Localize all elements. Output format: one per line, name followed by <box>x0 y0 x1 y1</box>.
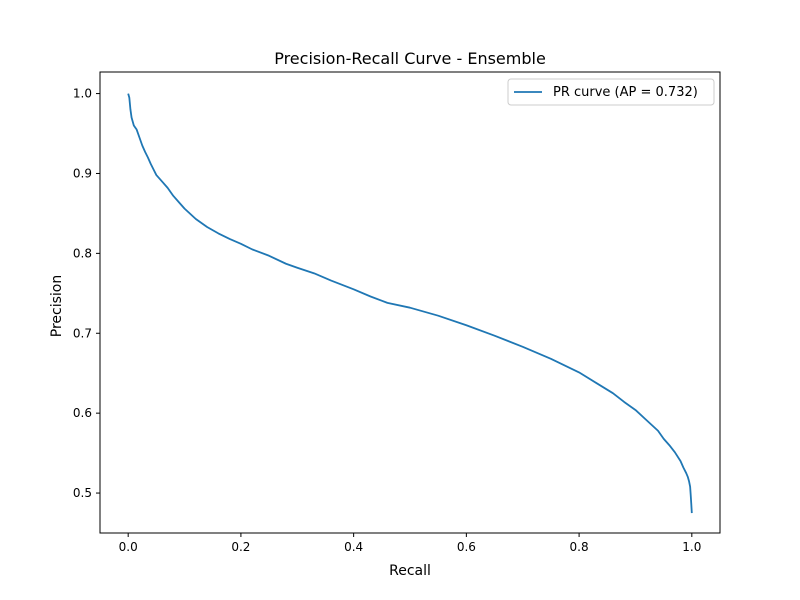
x-tick-label: 0.8 <box>570 540 589 554</box>
y-tick-label: 0.6 <box>73 406 92 420</box>
y-tick-label: 1.0 <box>73 87 92 101</box>
x-tick-label: 0.2 <box>231 540 250 554</box>
y-tick-label: 0.9 <box>73 166 92 180</box>
plot-area <box>99 71 721 534</box>
y-axis-label: Precision <box>49 275 65 337</box>
series-line <box>127 93 693 514</box>
x-axis-label: Recall <box>389 563 431 579</box>
chart-title: Precision-Recall Curve - Ensemble <box>274 49 546 68</box>
y-tick-label: 0.8 <box>73 246 92 260</box>
x-tick-label: 0.4 <box>344 540 363 554</box>
x-tick-label: 0.0 <box>119 540 138 554</box>
x-tick-label: 1.0 <box>682 540 701 554</box>
legend: PR curve (AP = 0.732) <box>507 78 715 106</box>
x-tick-label: 0.6 <box>457 540 476 554</box>
legend-label: PR curve (AP = 0.732) <box>553 85 698 100</box>
x-axis: 0.0 0.2 0.4 0.6 0.8 1.0 <box>119 533 701 554</box>
y-tick-label: 0.5 <box>73 486 92 500</box>
plot-frame <box>99 71 721 534</box>
y-tick-label: 0.7 <box>73 326 92 340</box>
y-axis: 0.5 0.6 0.7 0.8 0.9 1.0 <box>73 87 100 500</box>
legend-box <box>507 78 715 106</box>
